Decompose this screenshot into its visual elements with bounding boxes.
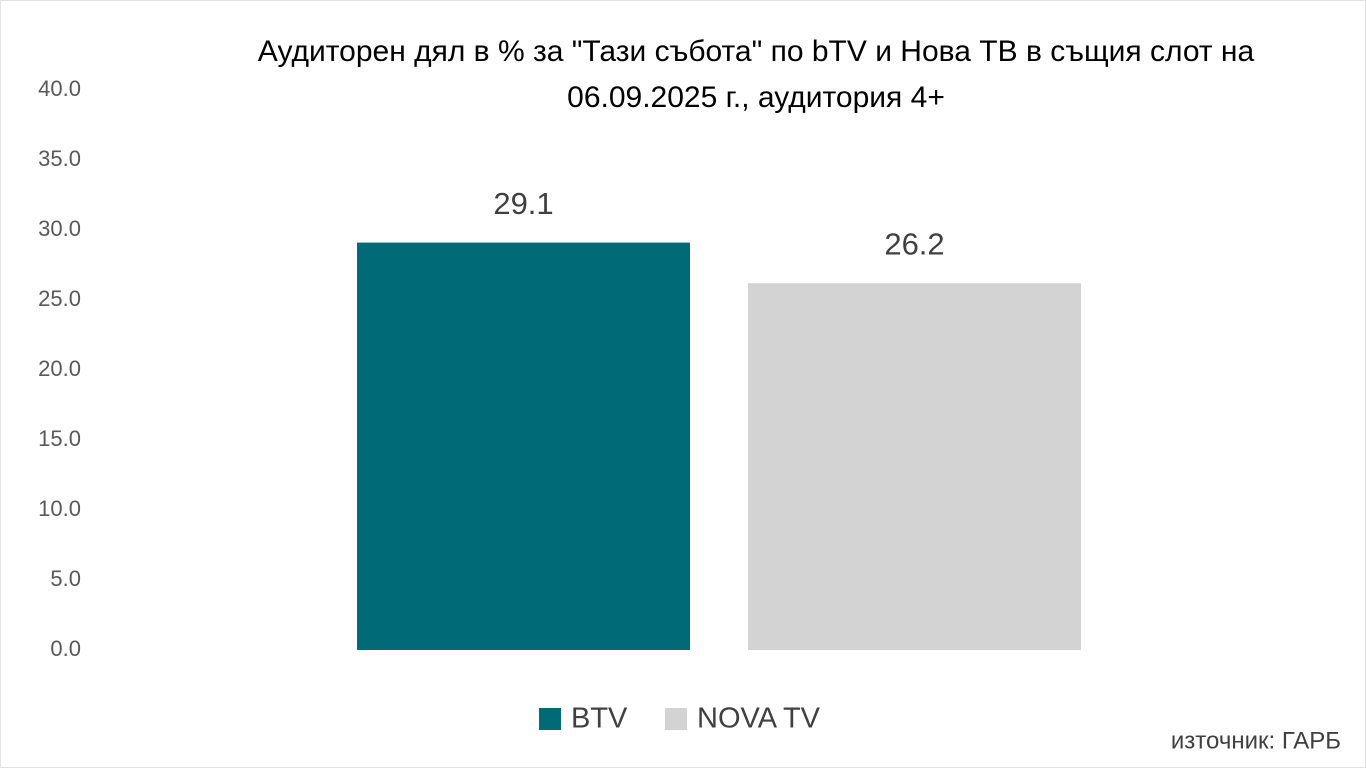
- y-tick-label: 30.0: [38, 216, 81, 241]
- legend-swatch: [539, 708, 561, 730]
- legend-label: NOVA TV: [697, 703, 821, 735]
- y-tick-label: 15.0: [38, 426, 81, 451]
- y-tick-label: 10.0: [38, 496, 81, 521]
- source-note: източник: ГАРБ: [1171, 727, 1341, 754]
- y-tick-label: 35.0: [38, 146, 81, 171]
- data-label: 29.1: [493, 186, 553, 221]
- legend-swatch: [665, 708, 687, 730]
- y-tick-label: 25.0: [38, 286, 81, 311]
- y-tick-label: 5.0: [50, 566, 81, 591]
- chart-title: Аудиторен дял в % за "Тази събота" по bT…: [257, 35, 1255, 114]
- bar: [357, 242, 690, 650]
- y-tick-label: 40.0: [38, 76, 81, 101]
- bar: [748, 283, 1081, 650]
- data-label: 26.2: [884, 226, 944, 261]
- y-tick-label: 0.0: [50, 636, 81, 661]
- y-tick-label: 20.0: [38, 356, 81, 381]
- legend-label: BTV: [571, 703, 628, 735]
